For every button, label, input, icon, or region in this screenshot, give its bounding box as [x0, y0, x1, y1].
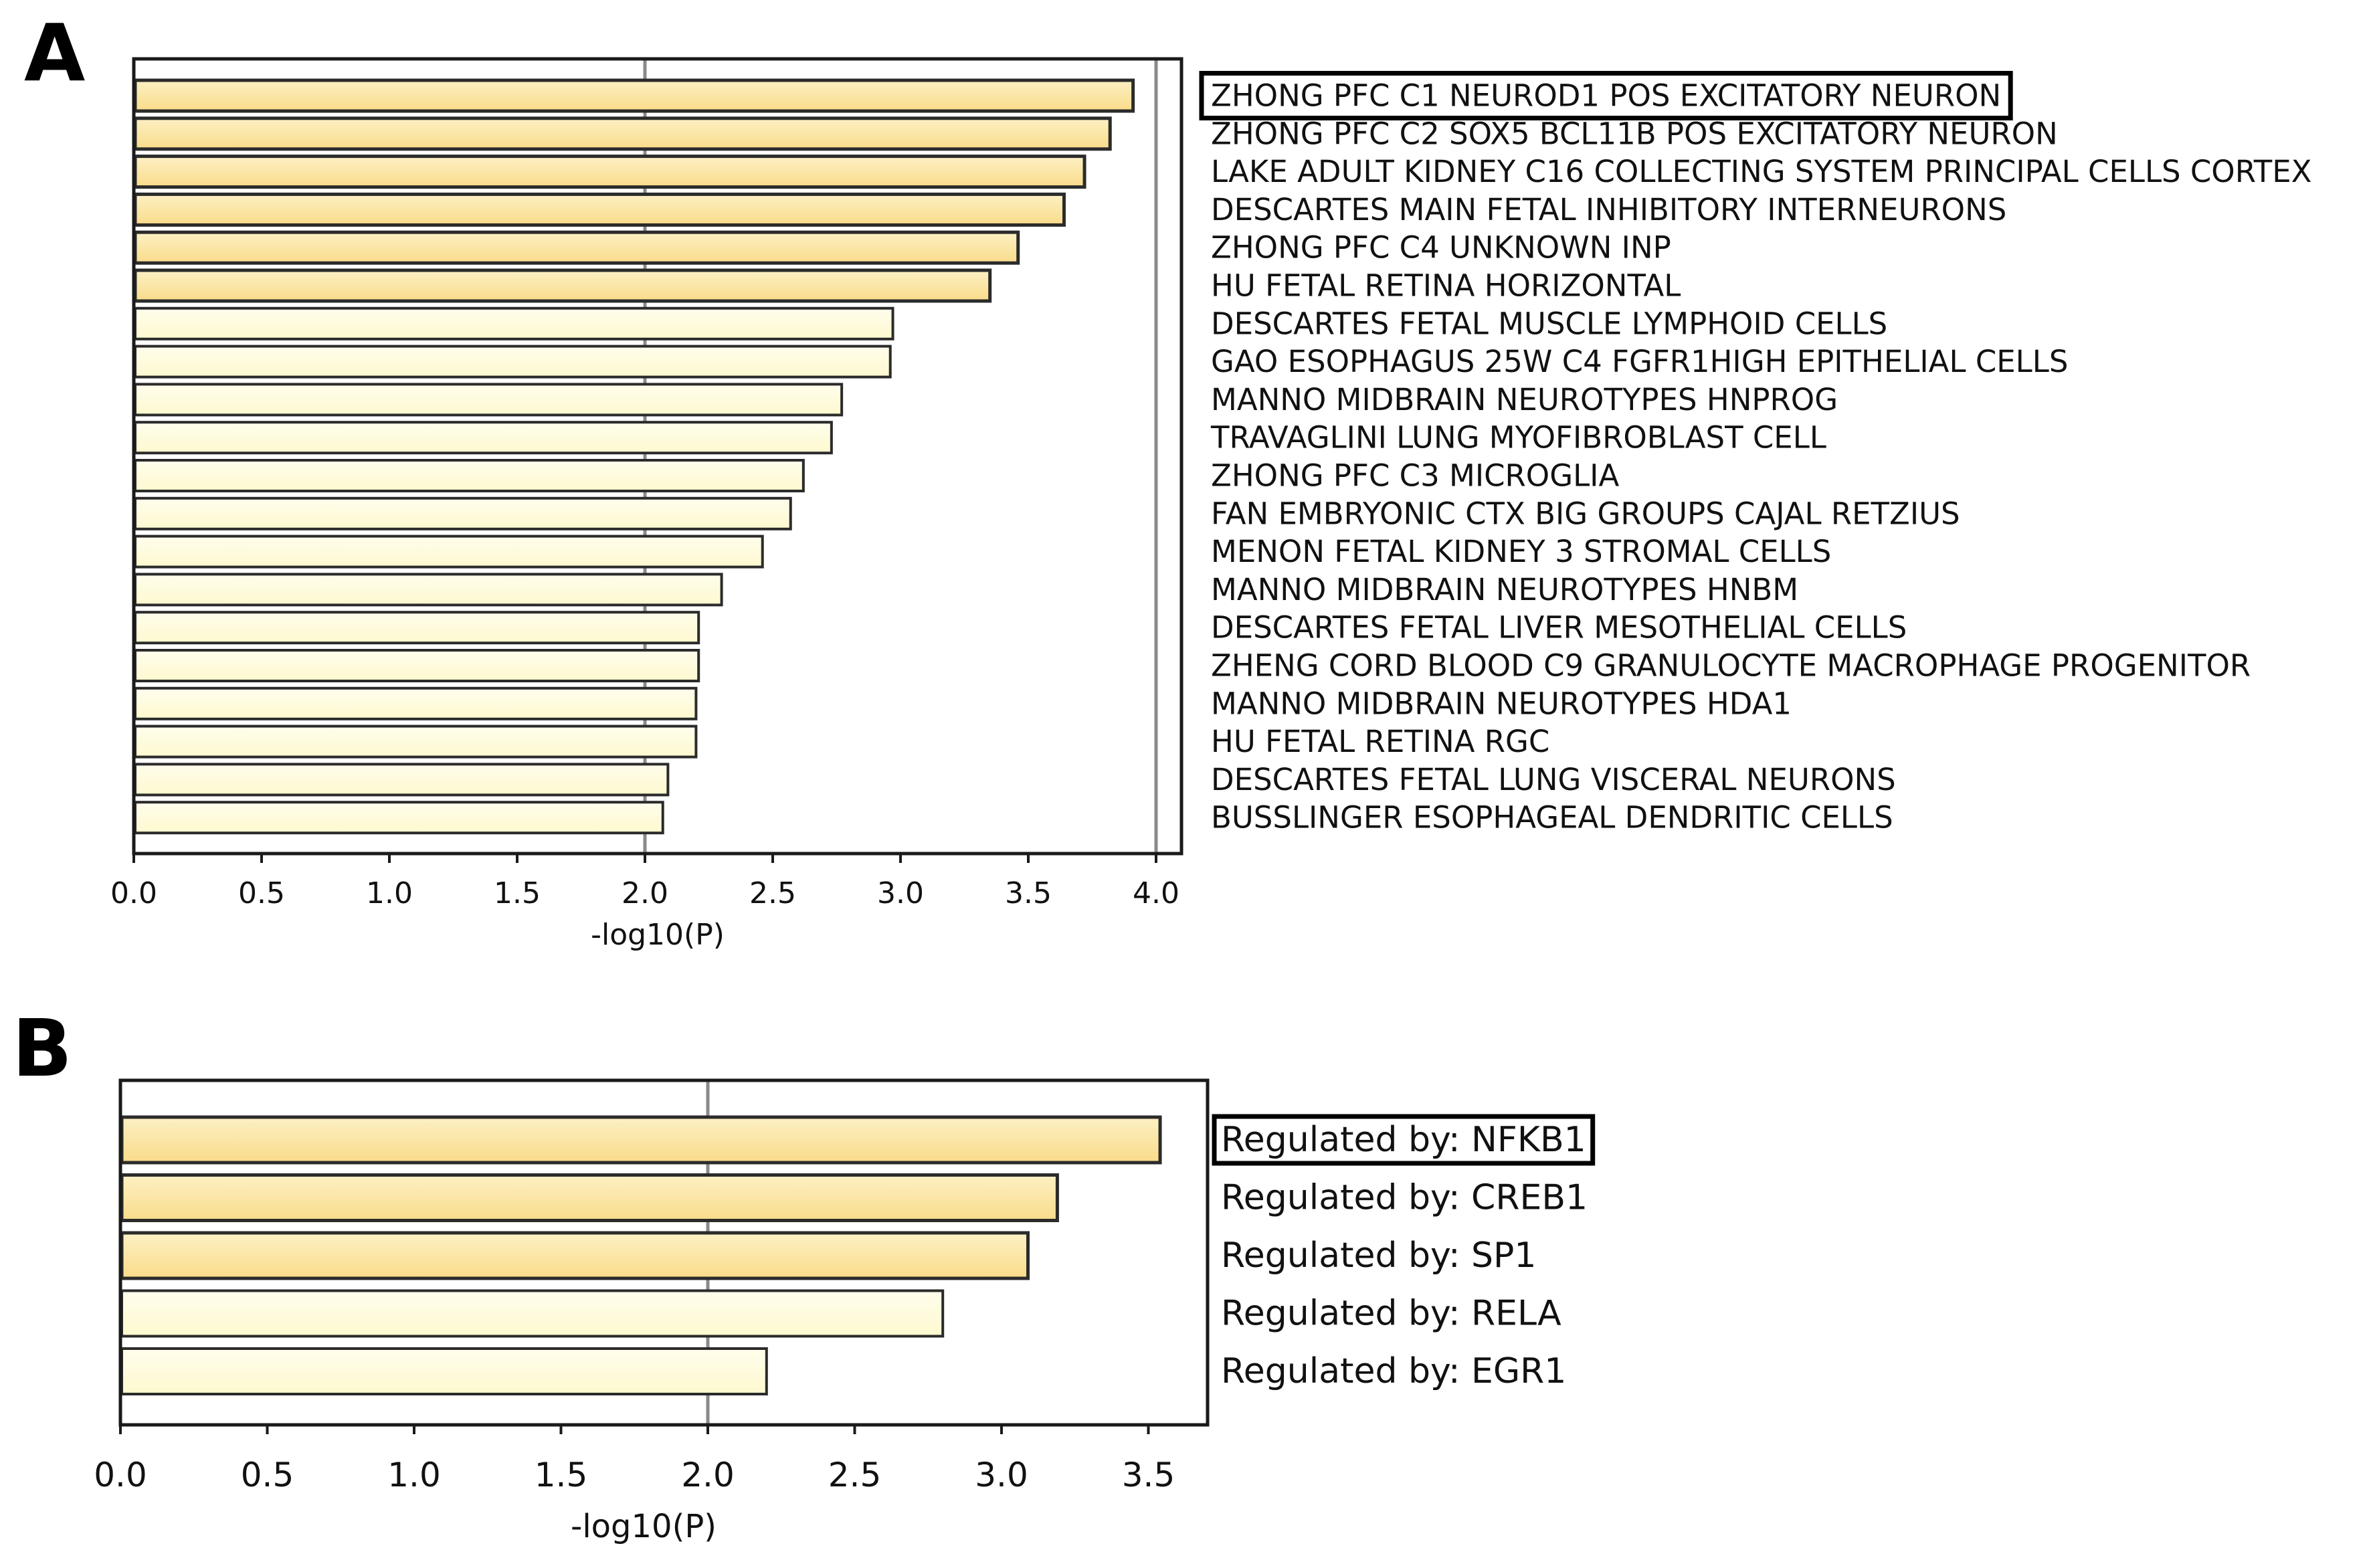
panel-a-x-axis-label: -log10(P)	[591, 918, 725, 952]
panel-b-x-axis-label: -log10(P)	[571, 1508, 717, 1545]
panel-a-category-label-15: ZHENG CORD BLOOD C9 GRANULOCYTE MACROPHA…	[1211, 648, 2251, 684]
panel-a-tick-label-7: 3.5	[1005, 876, 1052, 910]
panel-b-category-labels: Regulated by: NFKB1 Regulated by: CREB1 Re…	[1212, 1114, 1596, 1391]
panel-a-bar-13	[134, 573, 723, 607]
panel-a-tick-label-1: 0.5	[238, 876, 285, 910]
panel-b-plot-frame	[118, 1078, 1210, 1427]
panel-b-bars	[120, 1115, 1162, 1395]
panel-b-tick-label-2: 1.0	[387, 1456, 441, 1494]
panel-a-bar-17	[134, 724, 698, 759]
panel-a-tick-label-2: 1.0	[366, 876, 413, 910]
panel-b-tick-label-6: 3.0	[975, 1456, 1028, 1494]
panel-b-bar-3	[120, 1289, 945, 1338]
panel-a-category-labels: ZHONG PFC C1 NEUROD1 POS EXCITATORY NEUR…	[1199, 71, 2311, 836]
panel-a-bar-8	[134, 383, 844, 417]
panel-a-tick-label-6: 3.0	[877, 876, 924, 910]
panel-b-tick-label-0: 0.0	[94, 1456, 147, 1494]
panel-a-letter: A	[24, 7, 85, 99]
panel-b-bar-2	[120, 1231, 1030, 1280]
panel-a-category-label-7: GAO ESOPHAGUS 25W C4 FGFR1HIGH EPITHELIA…	[1211, 344, 2068, 379]
panel-a-category-label-9: TRAVAGLINI LUNG MYOFIBROBLAST CELL	[1210, 420, 1826, 456]
panel-a-plot-frame	[132, 57, 1183, 856]
panel-a-category-label-19: BUSSLINGER ESOPHAGEAL DENDRITIC CELLS	[1211, 800, 1893, 836]
panel-a-category-label-11: FAN EMBRYONIC CTX BIG GROUPS CAJAL RETZI…	[1211, 496, 1960, 531]
panel-a-highlight-box	[1199, 71, 2013, 120]
panel-a-bar-0	[133, 78, 1135, 113]
panel-a-bar-16	[134, 686, 698, 720]
panel-b-letter: B	[12, 1002, 72, 1094]
panel-b-highlight-box	[1212, 1114, 1596, 1166]
panel-a-category-label-1: ZHONG PFC C2 SOX5 BCL11B POS EXCITATORY …	[1211, 116, 2058, 151]
panel-a-category-label-13: MANNO MIDBRAIN NEUROTYPES HNBM	[1211, 572, 1798, 607]
panel-a-bar-5	[133, 268, 992, 303]
panel-a-bar-12	[134, 534, 764, 569]
panel-b-tick-label-5: 2.5	[828, 1456, 882, 1494]
panel-a-chart: A 0.0 0.5 1.0 1.5 2.0 2.5 3.0 3.5 4.0 -log10(P) …	[24, 7, 2311, 952]
panel-b-category-label-3: Regulated by: RELA	[1221, 1294, 1561, 1334]
panel-a-bar-19	[134, 801, 664, 835]
panel-a-category-label-3: DESCARTES MAIN FETAL INHIBITORY INTERNEU…	[1211, 192, 2006, 227]
panel-b-tick-label-3: 1.5	[535, 1456, 588, 1494]
panel-b-bar-4	[120, 1347, 768, 1395]
panel-b-bar-0	[120, 1115, 1162, 1165]
panel-b-tick-label-7: 3.5	[1122, 1456, 1175, 1494]
panel-b-bar-1	[120, 1173, 1059, 1222]
panel-a-bar-1	[133, 116, 1112, 151]
panel-b-category-label-0: Regulated by: NFKB1	[1221, 1120, 1586, 1160]
panel-a-bar-18	[134, 763, 670, 797]
panel-a-bar-7	[134, 345, 892, 379]
panel-a-bar-3	[133, 192, 1066, 227]
panel-a-category-label-14: DESCARTES FETAL LIVER MESOTHELIAL CELLS	[1211, 610, 1907, 646]
panel-a-bar-14	[134, 611, 700, 645]
panel-b-tick-label-1: 0.5	[241, 1456, 294, 1494]
panel-a-category-label-4: ZHONG PFC C4 UNKNOWN INP	[1211, 230, 1671, 266]
panel-a-reference-lines	[643, 59, 1158, 854]
panel-a-tick-label-0: 0.0	[110, 876, 157, 910]
panel-b-chart: B 0.0 0.5 1.0 1.5 2.0 2.5 3.0 3.5 -log10(P) Reg…	[12, 1002, 1596, 1545]
panel-a-bar-15	[134, 649, 700, 682]
panel-a-category-label-0: ZHONG PFC C1 NEUROD1 POS EXCITATORY NEUR…	[1211, 78, 2001, 114]
panel-a-tick-label-3: 1.5	[494, 876, 541, 910]
panel-a-bar-9	[134, 421, 833, 455]
panel-a-category-label-6: DESCARTES FETAL MUSCLE LYMPHOID CELLS	[1211, 306, 1887, 341]
panel-a-category-label-12: MENON FETAL KIDNEY 3 STROMAL CELLS	[1211, 534, 1831, 569]
panel-a-bar-4	[133, 230, 1020, 265]
panel-a-bars	[133, 78, 1135, 835]
panel-a-category-label-2: LAKE ADULT KIDNEY C16 COLLECTING SYSTEM …	[1211, 154, 2311, 189]
panel-b-category-label-1: Regulated by: CREB1	[1221, 1178, 1588, 1218]
panel-a-bar-11	[134, 496, 792, 530]
panel-a-tick-label-5: 2.5	[749, 876, 796, 910]
panel-a-bar-6	[134, 306, 894, 340]
panel-b-x-ticks: 0.0 0.5 1.0 1.5 2.0 2.5 3.0 3.5	[94, 1425, 1175, 1494]
panel-b-tick-label-4: 2.0	[681, 1456, 735, 1494]
panel-a-bar-2	[133, 155, 1086, 189]
panel-a-bar-10	[134, 459, 805, 492]
panel-a-category-label-8: MANNO MIDBRAIN NEUROTYPES HNPROG	[1211, 382, 1838, 417]
panel-a-category-label-10: ZHONG PFC C3 MICROGLIA	[1211, 458, 1619, 494]
panel-a-tick-label-4: 2.0	[622, 876, 668, 910]
panel-a-category-label-16: MANNO MIDBRAIN NEUROTYPES HDA1	[1211, 686, 1792, 721]
panel-a-category-label-17: HU FETAL RETINA RGC	[1211, 724, 1549, 759]
panel-b-category-label-2: Regulated by: SP1	[1221, 1236, 1536, 1276]
panel-a-category-label-18: DESCARTES FETAL LUNG VISCERAL NEURONS	[1211, 762, 1896, 797]
panel-a-tick-label-8: 4.0	[1133, 876, 1179, 910]
panel-b-category-label-4: Regulated by: EGR1	[1221, 1351, 1566, 1391]
panel-a-category-label-5: HU FETAL RETINA HORIZONTAL	[1211, 268, 1681, 304]
panel-a-x-ticks: 0.0 0.5 1.0 1.5 2.0 2.5 3.0 3.5 4.0	[110, 854, 1179, 910]
